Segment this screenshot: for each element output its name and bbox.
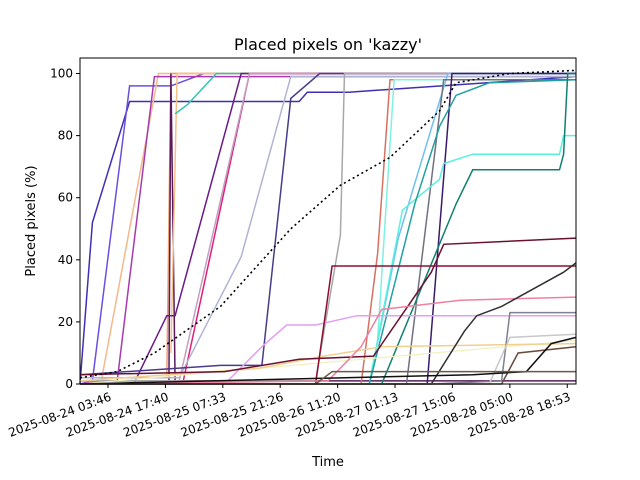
series-line-26: [79, 237, 577, 376]
y-axis: 0 20 40 60 80 100: [50, 67, 80, 391]
series-line-19: [80, 134, 576, 385]
y-axis-label: Placed pixels (%): [24, 165, 39, 276]
y-tick-label: 60: [58, 191, 73, 205]
series-line-8: [80, 72, 576, 385]
series-line-10: [80, 72, 576, 382]
series-line-5: [80, 73, 576, 385]
series-line-34: [79, 69, 577, 379]
series-line-17: [80, 78, 576, 385]
y-tick-label: 80: [58, 129, 73, 143]
series-line-28: [80, 262, 577, 385]
plot-frame: [79, 57, 577, 385]
series-line-3: [79, 75, 576, 385]
y-tick-label: 20: [58, 315, 73, 329]
y-tick-label: 100: [50, 67, 73, 81]
series-line-25: [80, 265, 576, 385]
chart-title: Placed pixels on 'kazzy': [234, 35, 422, 54]
series-line-20: [80, 78, 577, 385]
series-line-9: [80, 72, 576, 382]
series-line-15: [80, 78, 576, 385]
series-line-4: [80, 72, 576, 379]
x-axis-label: Time: [311, 455, 344, 470]
series-line-27: [79, 296, 577, 385]
series-line-0: [79, 75, 577, 385]
y-tick-label: 0: [65, 377, 73, 391]
y-tick-label: 40: [58, 253, 73, 267]
series-line-16: [80, 72, 576, 385]
series-line-22: [79, 339, 577, 385]
series-line-1: [79, 72, 576, 385]
series-line-14: [80, 78, 576, 385]
series-line-11: [80, 75, 576, 379]
series-line-6: [170, 72, 576, 354]
series-line-21: [80, 72, 576, 385]
series-line-13: [80, 72, 576, 382]
plot-lines: [79, 69, 577, 385]
series-line-12: [79, 72, 576, 376]
series-line-18: [80, 72, 576, 385]
series-line-2: [80, 72, 576, 385]
